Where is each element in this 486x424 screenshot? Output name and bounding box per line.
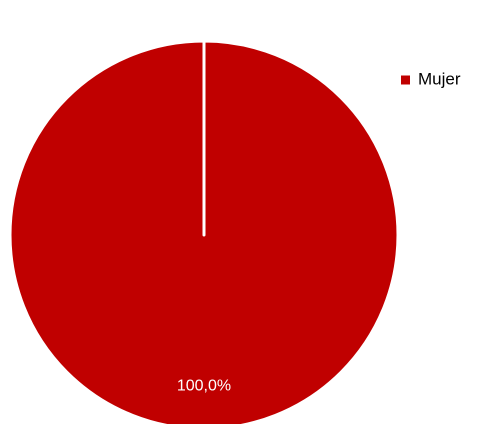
legend-swatch [401,75,410,85]
data-label: 100,0% [177,378,231,395]
legend-label: Mujer [418,69,461,88]
pie-slice [8,39,400,424]
